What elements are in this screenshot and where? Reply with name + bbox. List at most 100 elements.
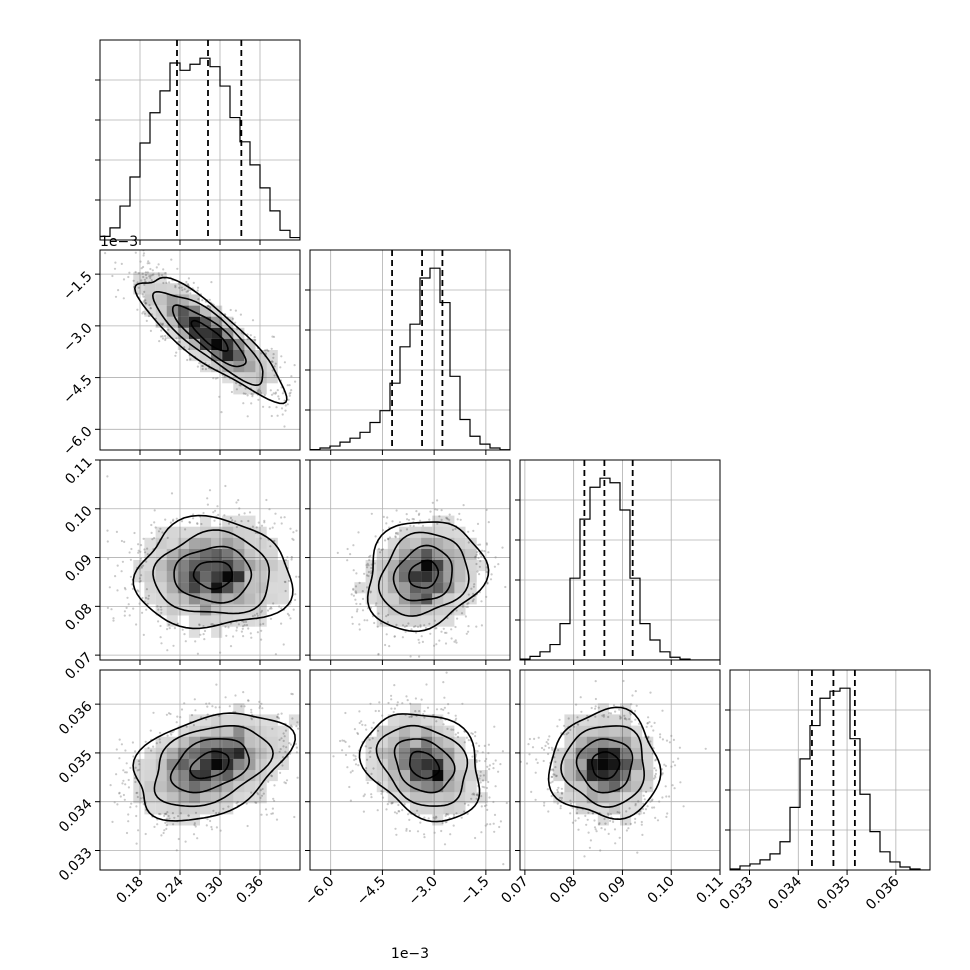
scatter-point (111, 820, 114, 824)
density-cell (398, 526, 411, 538)
scatter-point (300, 577, 302, 579)
scatter-point (381, 714, 384, 717)
density-cell (454, 593, 466, 605)
scatter-point (445, 671, 448, 674)
scatter-point (123, 614, 126, 617)
scatter-point (475, 562, 478, 566)
scatter-point (126, 596, 129, 599)
scatter-point (369, 591, 372, 594)
scatter-point (274, 653, 277, 656)
y-tick-label: 0.11 (62, 454, 95, 487)
density-cell (155, 792, 167, 804)
scatter-point (172, 518, 175, 521)
scatter-point (160, 642, 163, 645)
scatter-point (214, 706, 217, 709)
density-cell (465, 758, 477, 771)
density-cell (421, 725, 433, 737)
scatter-point (464, 615, 467, 618)
scatter-point (285, 779, 289, 782)
scatter-point (137, 286, 140, 289)
scatter-point (607, 813, 610, 816)
scatter-point (560, 791, 564, 795)
scatter-point (123, 540, 126, 544)
scatter-point (467, 530, 470, 533)
scatter-point (280, 355, 283, 358)
panel-frame (309, 669, 511, 871)
scatter-point (355, 610, 359, 613)
scatter-point (393, 707, 396, 710)
density-cell (233, 604, 245, 616)
scatter-point (494, 759, 497, 762)
scatter-point (202, 625, 205, 628)
scatter-point (435, 627, 438, 630)
scatter-point (136, 795, 139, 799)
density-cell (631, 725, 643, 737)
scatter-point (131, 741, 134, 744)
scatter-point (642, 794, 645, 797)
scatter-point (466, 603, 469, 606)
density-cell (177, 770, 189, 782)
density-cell (244, 604, 256, 616)
scatter-point (120, 539, 123, 543)
scatter-point (262, 622, 265, 626)
density-cell (211, 758, 223, 771)
scatter-point (147, 597, 150, 600)
scatter-point (558, 718, 561, 721)
scatter-point (388, 645, 391, 648)
density-cell (188, 792, 201, 804)
density-cell (200, 725, 212, 737)
scatter-point (650, 725, 653, 728)
density-cell (244, 615, 256, 627)
density-cell (465, 770, 477, 782)
density-cell (166, 283, 178, 295)
scatter-point (264, 808, 268, 811)
scatter-point (236, 800, 239, 804)
scatter-point (547, 738, 550, 741)
scatter-point (112, 619, 115, 622)
density-cell (575, 758, 587, 771)
scatter-point (161, 323, 164, 326)
scatter-point (183, 346, 186, 349)
density-cell (166, 803, 178, 815)
density-cell (454, 582, 466, 594)
scatter-point (293, 815, 296, 819)
scatter-point (273, 799, 276, 802)
scatter-point (313, 750, 315, 752)
scatter-point (127, 778, 130, 782)
scatter-point (385, 615, 388, 618)
density-cell (211, 792, 223, 804)
scatter-point (363, 619, 366, 622)
density-cell (620, 714, 632, 726)
scatter-point (177, 815, 180, 818)
scatter-point (664, 785, 667, 788)
scatter-point (280, 516, 283, 519)
scatter-point (297, 575, 300, 578)
density-cell (200, 615, 212, 627)
density-cells (133, 272, 278, 395)
scatter-point (456, 617, 459, 620)
scatter-point (139, 557, 142, 560)
scatter-point (113, 267, 117, 270)
scatter-point (110, 608, 113, 611)
scatter-point (547, 810, 550, 813)
scatter-point (169, 712, 172, 716)
scatter-point (454, 625, 457, 629)
scatter-point (528, 737, 532, 741)
scatter-point (172, 823, 175, 826)
scatter-point (205, 718, 208, 721)
scatter-point (485, 542, 488, 545)
scatter-point (358, 710, 361, 713)
scatter-point (282, 643, 285, 646)
scatter-point (163, 829, 166, 832)
scatter-point (418, 655, 421, 658)
scatter-point (171, 731, 174, 734)
scatter-point (377, 729, 380, 732)
scatter-point (176, 622, 179, 625)
scatter-point (419, 821, 422, 824)
scatter-point (106, 540, 109, 543)
contour-line (190, 319, 229, 352)
scatter-point (201, 364, 204, 367)
scatter-point (423, 716, 426, 719)
density-cell (421, 803, 433, 815)
density-cell (443, 792, 455, 804)
